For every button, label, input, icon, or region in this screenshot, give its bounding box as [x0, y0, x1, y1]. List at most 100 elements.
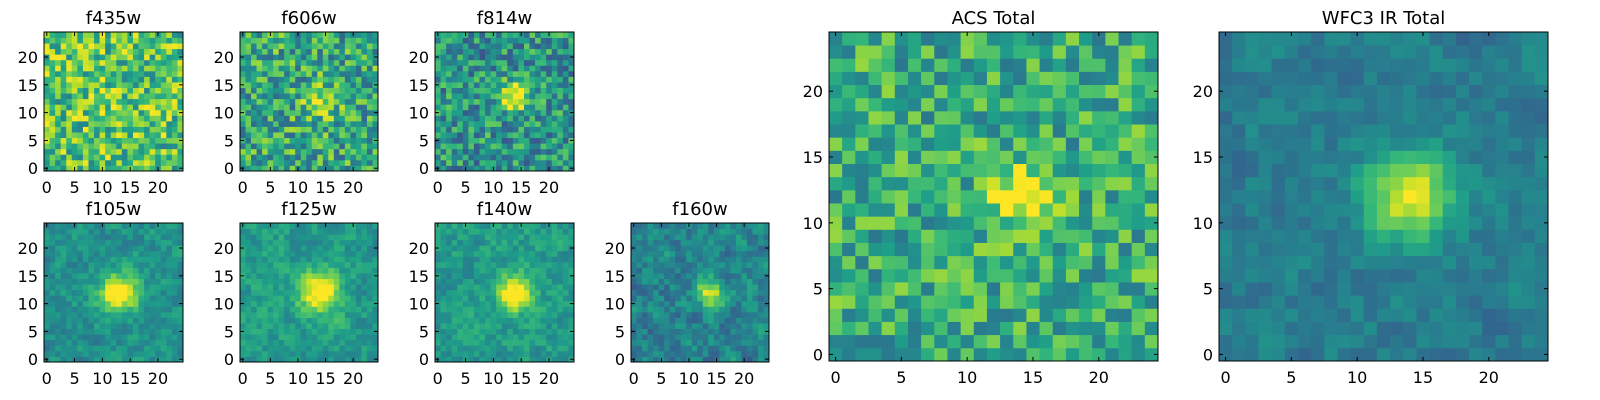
heatmap-cell — [273, 334, 280, 341]
heatmap-cell — [77, 37, 84, 44]
heatmap-cell — [251, 339, 257, 346]
heatmap-cell — [631, 228, 637, 235]
heatmap-cell — [284, 54, 291, 61]
heatmap-cell — [355, 159, 362, 166]
heatmap-cell — [1118, 255, 1133, 270]
heatmap-cell — [339, 82, 346, 88]
heatmap-cell — [328, 76, 335, 83]
heatmap-cell — [551, 76, 558, 83]
heatmap-cell — [71, 339, 78, 346]
heatmap-cell — [144, 311, 151, 318]
heatmap-cell — [366, 65, 373, 72]
heatmap-cell — [490, 48, 497, 55]
heatmap-cell — [262, 148, 268, 155]
heatmap-cell — [317, 228, 324, 235]
heatmap-cell — [366, 356, 373, 363]
heatmap-cell — [757, 267, 764, 274]
heatmap-cell — [523, 267, 530, 274]
heatmap-cell — [300, 65, 307, 72]
heatmap-cell — [94, 250, 100, 257]
heatmap-cell — [485, 234, 491, 241]
y-tick-label: 15 — [605, 267, 625, 286]
heatmap-cell — [535, 109, 542, 116]
heatmap-cell — [361, 154, 368, 161]
heatmap-cell — [855, 242, 869, 257]
heatmap-cell — [763, 256, 770, 263]
heatmap-cell — [462, 87, 469, 94]
heatmap-cell — [121, 295, 128, 302]
heatmap-cell — [741, 234, 748, 241]
heatmap-cell — [284, 256, 291, 263]
heatmap-cell — [647, 250, 654, 257]
heatmap-cell — [719, 328, 726, 335]
heatmap-cell — [546, 350, 553, 357]
heatmap-cell — [642, 356, 648, 363]
heatmap-cell — [691, 223, 698, 229]
heatmap-cell — [535, 356, 542, 363]
heatmap-cell — [730, 317, 737, 324]
heatmap-cell — [523, 159, 530, 166]
heatmap-cell — [529, 159, 536, 166]
heatmap-cell — [512, 54, 519, 61]
heatmap-cell — [507, 159, 514, 166]
heatmap-cell — [960, 295, 975, 309]
heatmap-cell — [256, 93, 263, 100]
heatmap-cell — [752, 317, 759, 324]
heatmap-cell — [881, 242, 896, 257]
heatmap-cell — [267, 284, 274, 291]
heatmap-cell — [289, 154, 296, 161]
heatmap-cell — [973, 163, 988, 178]
heatmap-cell — [105, 137, 112, 144]
heatmap-cell — [680, 323, 687, 330]
heatmap-cell — [479, 328, 486, 335]
heatmap-cell — [757, 228, 764, 235]
heatmap-cell — [144, 295, 151, 302]
heatmap-cell — [881, 308, 896, 322]
heatmap-cell — [440, 256, 447, 263]
heatmap-cell — [435, 317, 441, 324]
heatmap-cell — [490, 239, 497, 246]
heatmap-cell — [289, 165, 296, 172]
heatmap-cell — [691, 328, 698, 335]
heatmap-cell — [921, 268, 935, 283]
y-tick-label: 5 — [419, 322, 429, 341]
heatmap-cell — [540, 328, 547, 335]
heatmap-cell — [361, 239, 368, 246]
heatmap-cell — [631, 256, 637, 263]
heatmap-cell — [251, 328, 257, 335]
heatmap-cell — [518, 137, 525, 144]
heatmap-cell — [540, 284, 547, 291]
heatmap-cell — [697, 289, 704, 296]
heatmap-cell — [295, 289, 302, 296]
heatmap-cell — [653, 311, 659, 318]
heatmap-cell — [518, 289, 525, 296]
heatmap-cell — [551, 289, 558, 296]
heatmap-cell — [518, 87, 525, 94]
heatmap-cell — [680, 223, 687, 229]
heatmap-cell — [518, 93, 525, 100]
heatmap-cell — [267, 234, 274, 241]
heatmap-cell — [568, 120, 575, 127]
heatmap-cell — [551, 48, 558, 55]
heatmap-cell — [289, 223, 296, 229]
heatmap-cell — [468, 267, 475, 274]
heatmap-cell — [116, 82, 123, 88]
heatmap-cell — [708, 273, 715, 279]
heatmap-cell — [501, 65, 508, 72]
heatmap-cell — [105, 334, 112, 341]
heatmap-cell — [501, 300, 508, 307]
heatmap-cell — [44, 132, 50, 139]
heatmap-cell — [669, 323, 676, 330]
heatmap-cell — [121, 165, 128, 172]
heatmap-cell — [105, 120, 112, 127]
heatmap-cell — [60, 104, 67, 111]
heatmap-cell — [551, 104, 558, 111]
heatmap-cell — [568, 284, 575, 291]
heatmap-cell — [82, 70, 89, 77]
heatmap-cell — [440, 132, 447, 139]
heatmap-cell — [289, 245, 296, 252]
heatmap-cell — [289, 70, 296, 77]
heatmap-cell — [273, 87, 280, 94]
heatmap-cell — [535, 65, 542, 72]
